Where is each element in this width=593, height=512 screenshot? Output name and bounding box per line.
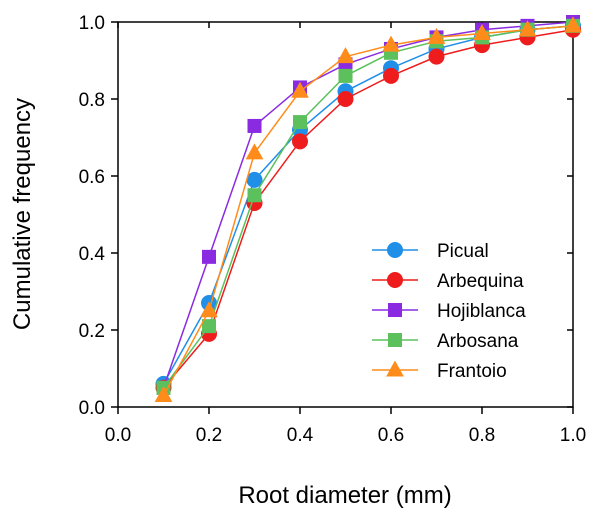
data-point-frantoio [473,24,491,41]
data-point-frantoio [564,16,582,33]
y-tick-label: 0.8 [79,90,105,111]
x-tick-label: 0.4 [287,425,314,446]
x-tick-label: 0.2 [196,425,222,446]
legend-item-hojiblanca: Hojiblanca [372,301,526,322]
data-point-arbosana [247,188,262,203]
data-point-frantoio [518,20,537,37]
legend-marker [388,333,402,347]
x-tick-label: 0.0 [105,425,131,446]
data-point-frantoio [382,35,400,52]
legend-label: Hojiblanca [437,301,526,322]
y-axis-label: Cumulative frequency [9,98,36,330]
data-point-frantoio [291,81,309,98]
x-tick-label: 0.8 [469,425,495,446]
axes: 0.0 0.2 0.4 0.6 0.8 1.0 0.0 0.2 0.4 0.6 0.8 1.0 [79,13,587,446]
legend-label: Picual [437,241,489,262]
legend-label: Arbosana [437,331,519,352]
data-point-frantoio [154,385,173,402]
data-point-frantoio [200,301,218,318]
data-point-picual [246,171,263,188]
series-layer [154,15,582,402]
legend-marker [387,242,403,258]
y-tick-label: 0.6 [79,167,105,188]
legend-label: Frantoio [437,361,507,382]
legend-label: Arbequina [437,271,524,292]
x-tick-label: 1.0 [560,425,586,446]
legend-marker [387,272,403,288]
data-point-arbequina [292,133,308,150]
series-line-arbequina [162,28,574,389]
data-point-arbosana [293,115,307,130]
data-point-frantoio [245,143,264,160]
data-point-arbequina [383,67,399,84]
y-tick-label: 0.0 [79,398,105,419]
data-point-arbequina [337,91,354,107]
data-point-arbosana [202,319,216,334]
series-frantoio [154,16,582,402]
legend-item-picual: Picual [372,241,489,262]
y-tick-label: 0.4 [79,244,106,265]
data-point-frantoio [427,27,446,44]
legend-marker [386,360,404,377]
series-line-arbosana [162,25,574,389]
series-line-hojiblanca [162,21,574,388]
legend-item-arbosana: Arbosana [372,331,519,352]
plot-frame [117,21,574,408]
data-point-hojiblanca [202,249,216,264]
legend-item-arbequina: Arbequina [372,271,524,292]
y-tick-label: 0.2 [79,321,105,342]
data-point-frantoio [336,47,355,64]
x-tick-label: 0.6 [378,425,404,446]
legend-marker [388,303,402,317]
legend-item-frantoio: Frantoio [372,360,507,382]
x-axis-label: Root diameter (mm) [238,482,451,509]
data-point-hojiblanca [247,118,262,133]
legend: Picual Arbequina Hojiblanca Arbosana Frantoi… [372,241,526,382]
series-line-frantoio [162,25,574,396]
y-tick-label: 1.0 [79,13,105,34]
data-point-arbosana [338,68,353,83]
data-point-arbequina [428,48,445,65]
